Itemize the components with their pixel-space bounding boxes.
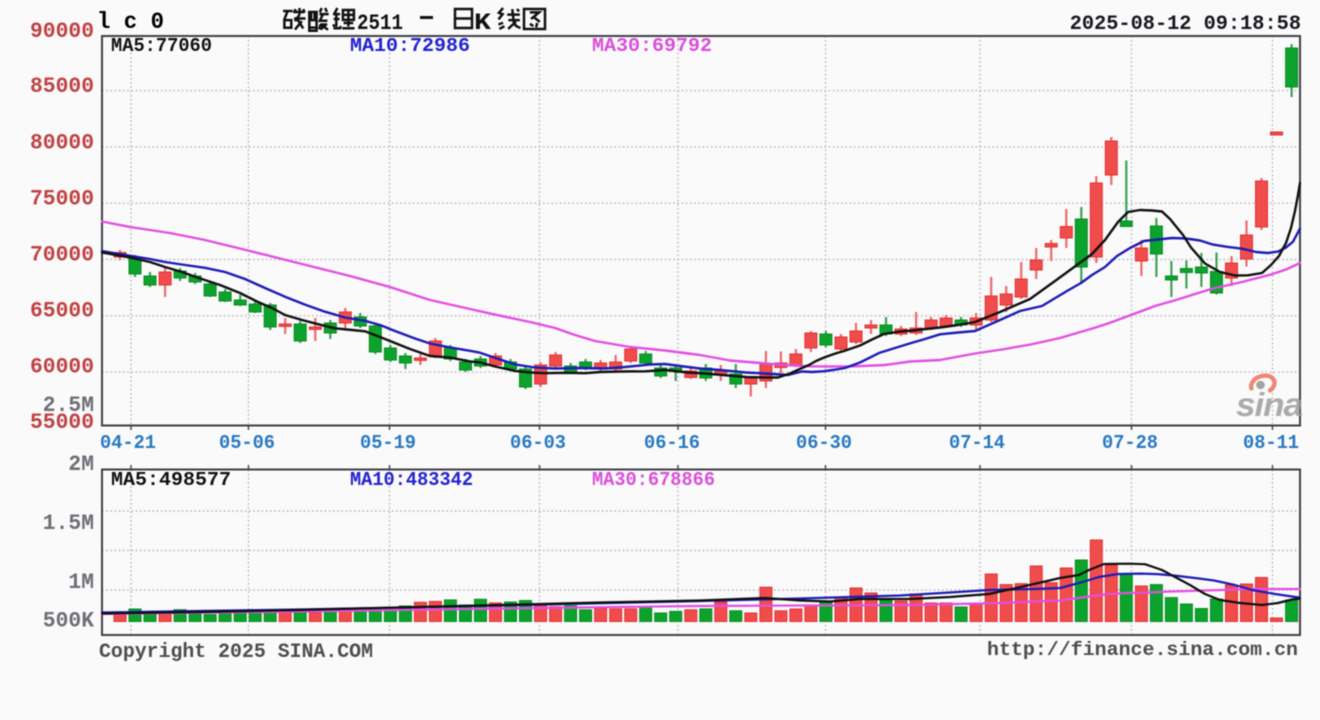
svg-text:2M: 2M <box>68 452 94 477</box>
svg-text:55000: 55000 <box>30 410 94 435</box>
svg-text:K: K <box>474 10 491 36</box>
svg-text:sina: sina <box>1236 386 1303 423</box>
svg-text:07-28: 07-28 <box>1102 432 1158 454</box>
svg-text:MA30:678866: MA30:678866 <box>592 469 715 491</box>
svg-text:80000: 80000 <box>30 131 94 156</box>
svg-text:60000: 60000 <box>30 355 94 380</box>
svg-text:MA10:483342: MA10:483342 <box>350 469 473 491</box>
svg-text:2511: 2511 <box>357 11 403 36</box>
svg-text:06-30: 06-30 <box>796 432 852 454</box>
svg-text:06-03: 06-03 <box>510 432 566 454</box>
svg-text:04-21: 04-21 <box>100 432 156 454</box>
svg-text:85000: 85000 <box>30 74 94 99</box>
svg-text:65000: 65000 <box>30 299 94 324</box>
svg-text:05-19: 05-19 <box>360 432 416 454</box>
svg-text:90000: 90000 <box>30 19 94 44</box>
svg-text:2.5M: 2.5M <box>43 393 94 418</box>
svg-text:MA5:498577: MA5:498577 <box>111 469 231 491</box>
svg-text:500K: 500K <box>43 609 95 634</box>
svg-text:1M: 1M <box>68 570 94 595</box>
svg-text:MA10:72986: MA10:72986 <box>350 35 470 57</box>
svg-text:2025-08-12 09:18:58: 2025-08-12 09:18:58 <box>1070 13 1301 36</box>
svg-text:70000: 70000 <box>30 243 94 268</box>
svg-text:07-14: 07-14 <box>949 432 1005 454</box>
svg-text:05-06: 05-06 <box>219 432 275 454</box>
svg-text:1.5M: 1.5M <box>43 511 94 536</box>
svg-text:08-11: 08-11 <box>1243 432 1299 454</box>
svg-text:MA5:77060: MA5:77060 <box>111 35 212 57</box>
svg-text:MA30:69792: MA30:69792 <box>592 35 712 57</box>
svg-text:http://finance.sina.com.cn: http://finance.sina.com.cn <box>987 639 1298 661</box>
svg-text:06-16: 06-16 <box>644 432 700 454</box>
svg-text:75000: 75000 <box>30 187 94 212</box>
svg-text:l c 0: l c 0 <box>97 9 164 35</box>
svg-text:Copyright 2025 SINA.COM: Copyright 2025 SINA.COM <box>99 641 373 664</box>
